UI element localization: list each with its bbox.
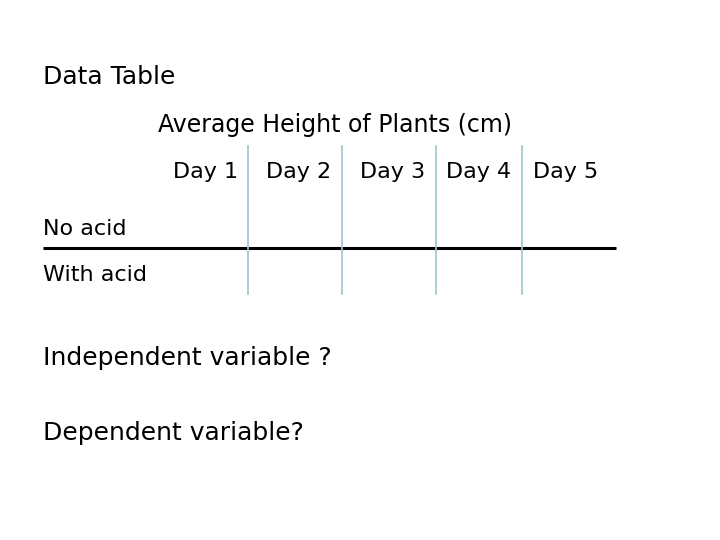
Text: Data Table: Data Table — [43, 65, 176, 89]
Text: Dependent variable?: Dependent variable? — [43, 421, 304, 445]
Text: With acid: With acid — [43, 265, 147, 285]
Text: Day 1: Day 1 — [173, 162, 238, 182]
Text: Average Height of Plants (cm): Average Height of Plants (cm) — [158, 113, 513, 137]
Text: Independent variable ?: Independent variable ? — [43, 346, 332, 369]
Text: No acid: No acid — [43, 219, 127, 239]
Text: Day 2: Day 2 — [266, 162, 331, 182]
Text: Day 3: Day 3 — [360, 162, 425, 182]
Text: Day 4: Day 4 — [446, 162, 511, 182]
Text: Day 5: Day 5 — [533, 162, 598, 182]
